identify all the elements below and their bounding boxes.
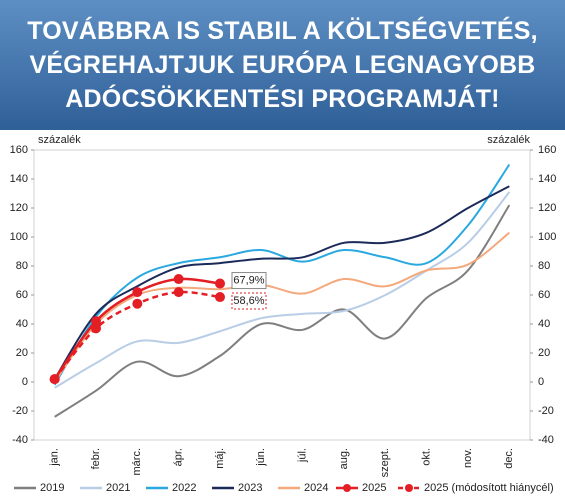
y-tick-label: 100 — [10, 231, 28, 243]
x-tick-label: jan. — [49, 448, 61, 467]
y-tick-label: 120 — [10, 202, 28, 214]
y-tick-label: 160 — [10, 144, 28, 156]
y2-tick-label: 80 — [538, 260, 550, 272]
legend-label: 2025 (módosított hiánycél) — [424, 482, 554, 494]
y-tick-label: 140 — [10, 173, 28, 185]
data-point — [132, 298, 143, 309]
x-tick-label: márc. — [131, 448, 143, 476]
data-point — [215, 278, 225, 289]
x-tick-label: ápr. — [173, 448, 185, 466]
x-tick-label: aug. — [338, 448, 350, 469]
y2-tick-label: -40 — [538, 434, 554, 446]
data-point — [132, 287, 143, 298]
series-line — [54, 204, 511, 418]
legend-label: 2019 — [40, 482, 64, 494]
y2-tick-label: 160 — [538, 144, 556, 156]
legend-label: 2023 — [238, 482, 262, 494]
plot-frame — [33, 149, 531, 441]
value-label-box — [231, 292, 267, 310]
legend-marker — [343, 484, 351, 492]
x-tick-label: máj. — [214, 448, 226, 469]
y-tick-label: 20 — [16, 347, 28, 359]
x-tick-label: júl. — [297, 448, 309, 463]
legend-label: 2025 — [362, 482, 386, 494]
y2-tick-label: 60 — [538, 289, 550, 301]
x-tick-label: febr. — [90, 448, 102, 469]
y-tick-label: 0 — [22, 376, 28, 388]
y-axis-label: százalék — [38, 134, 81, 146]
series-line — [53, 185, 510, 380]
y-tick-label: 60 — [16, 289, 28, 301]
data-point — [91, 323, 101, 334]
y2-tick-label: 100 — [538, 231, 556, 243]
y2-tick-label: 140 — [538, 173, 556, 185]
y-tick-label: 80 — [16, 260, 28, 272]
data-point — [49, 374, 60, 385]
value-label: 58,6% — [233, 295, 264, 307]
x-tick-label: nov. — [462, 448, 474, 468]
data-point — [173, 287, 184, 298]
data-point — [91, 316, 101, 327]
y2-tick-label: -20 — [538, 405, 554, 417]
data-point — [215, 292, 225, 303]
y2-tick-label: 120 — [538, 202, 556, 214]
y2-axis-label: százalék — [487, 134, 530, 146]
value-label-box — [231, 272, 267, 290]
legend-label: 2024 — [304, 482, 328, 494]
y-tick-label: -20 — [12, 405, 28, 417]
y-tick-label: 40 — [16, 318, 28, 330]
title-banner: TOVÁBBRA IS STABIL A KÖLTSÉGVETÉS, VÉGRE… — [0, 0, 565, 130]
x-tick-label: szept. — [379, 448, 391, 477]
series-line — [54, 191, 511, 389]
title-line: TOVÁBBRA IS STABIL A KÖLTSÉGVETÉS, — [27, 17, 538, 45]
title-line: ADÓCSÖKKENTÉSI PROGRAMJÁT! — [65, 85, 500, 113]
y2-tick-label: 20 — [538, 347, 550, 359]
x-tick-label: dec. — [503, 448, 515, 469]
data-point — [173, 274, 184, 285]
value-label: 67,9% — [233, 274, 264, 286]
y-tick-label: -40 — [12, 434, 28, 446]
title-line: VÉGREHAJTJUK EURÓPA LEGNAGYOBB — [29, 51, 536, 79]
legend-label: 2022 — [172, 482, 196, 494]
series-line — [53, 231, 510, 383]
legend-label: 2021 — [106, 482, 130, 494]
x-tick-label: okt. — [421, 448, 433, 466]
series-line — [53, 163, 511, 386]
y2-tick-label: 0 — [538, 376, 544, 388]
x-tick-label: jún. — [255, 448, 267, 467]
legend-marker — [405, 484, 413, 492]
y2-tick-label: 40 — [538, 318, 550, 330]
